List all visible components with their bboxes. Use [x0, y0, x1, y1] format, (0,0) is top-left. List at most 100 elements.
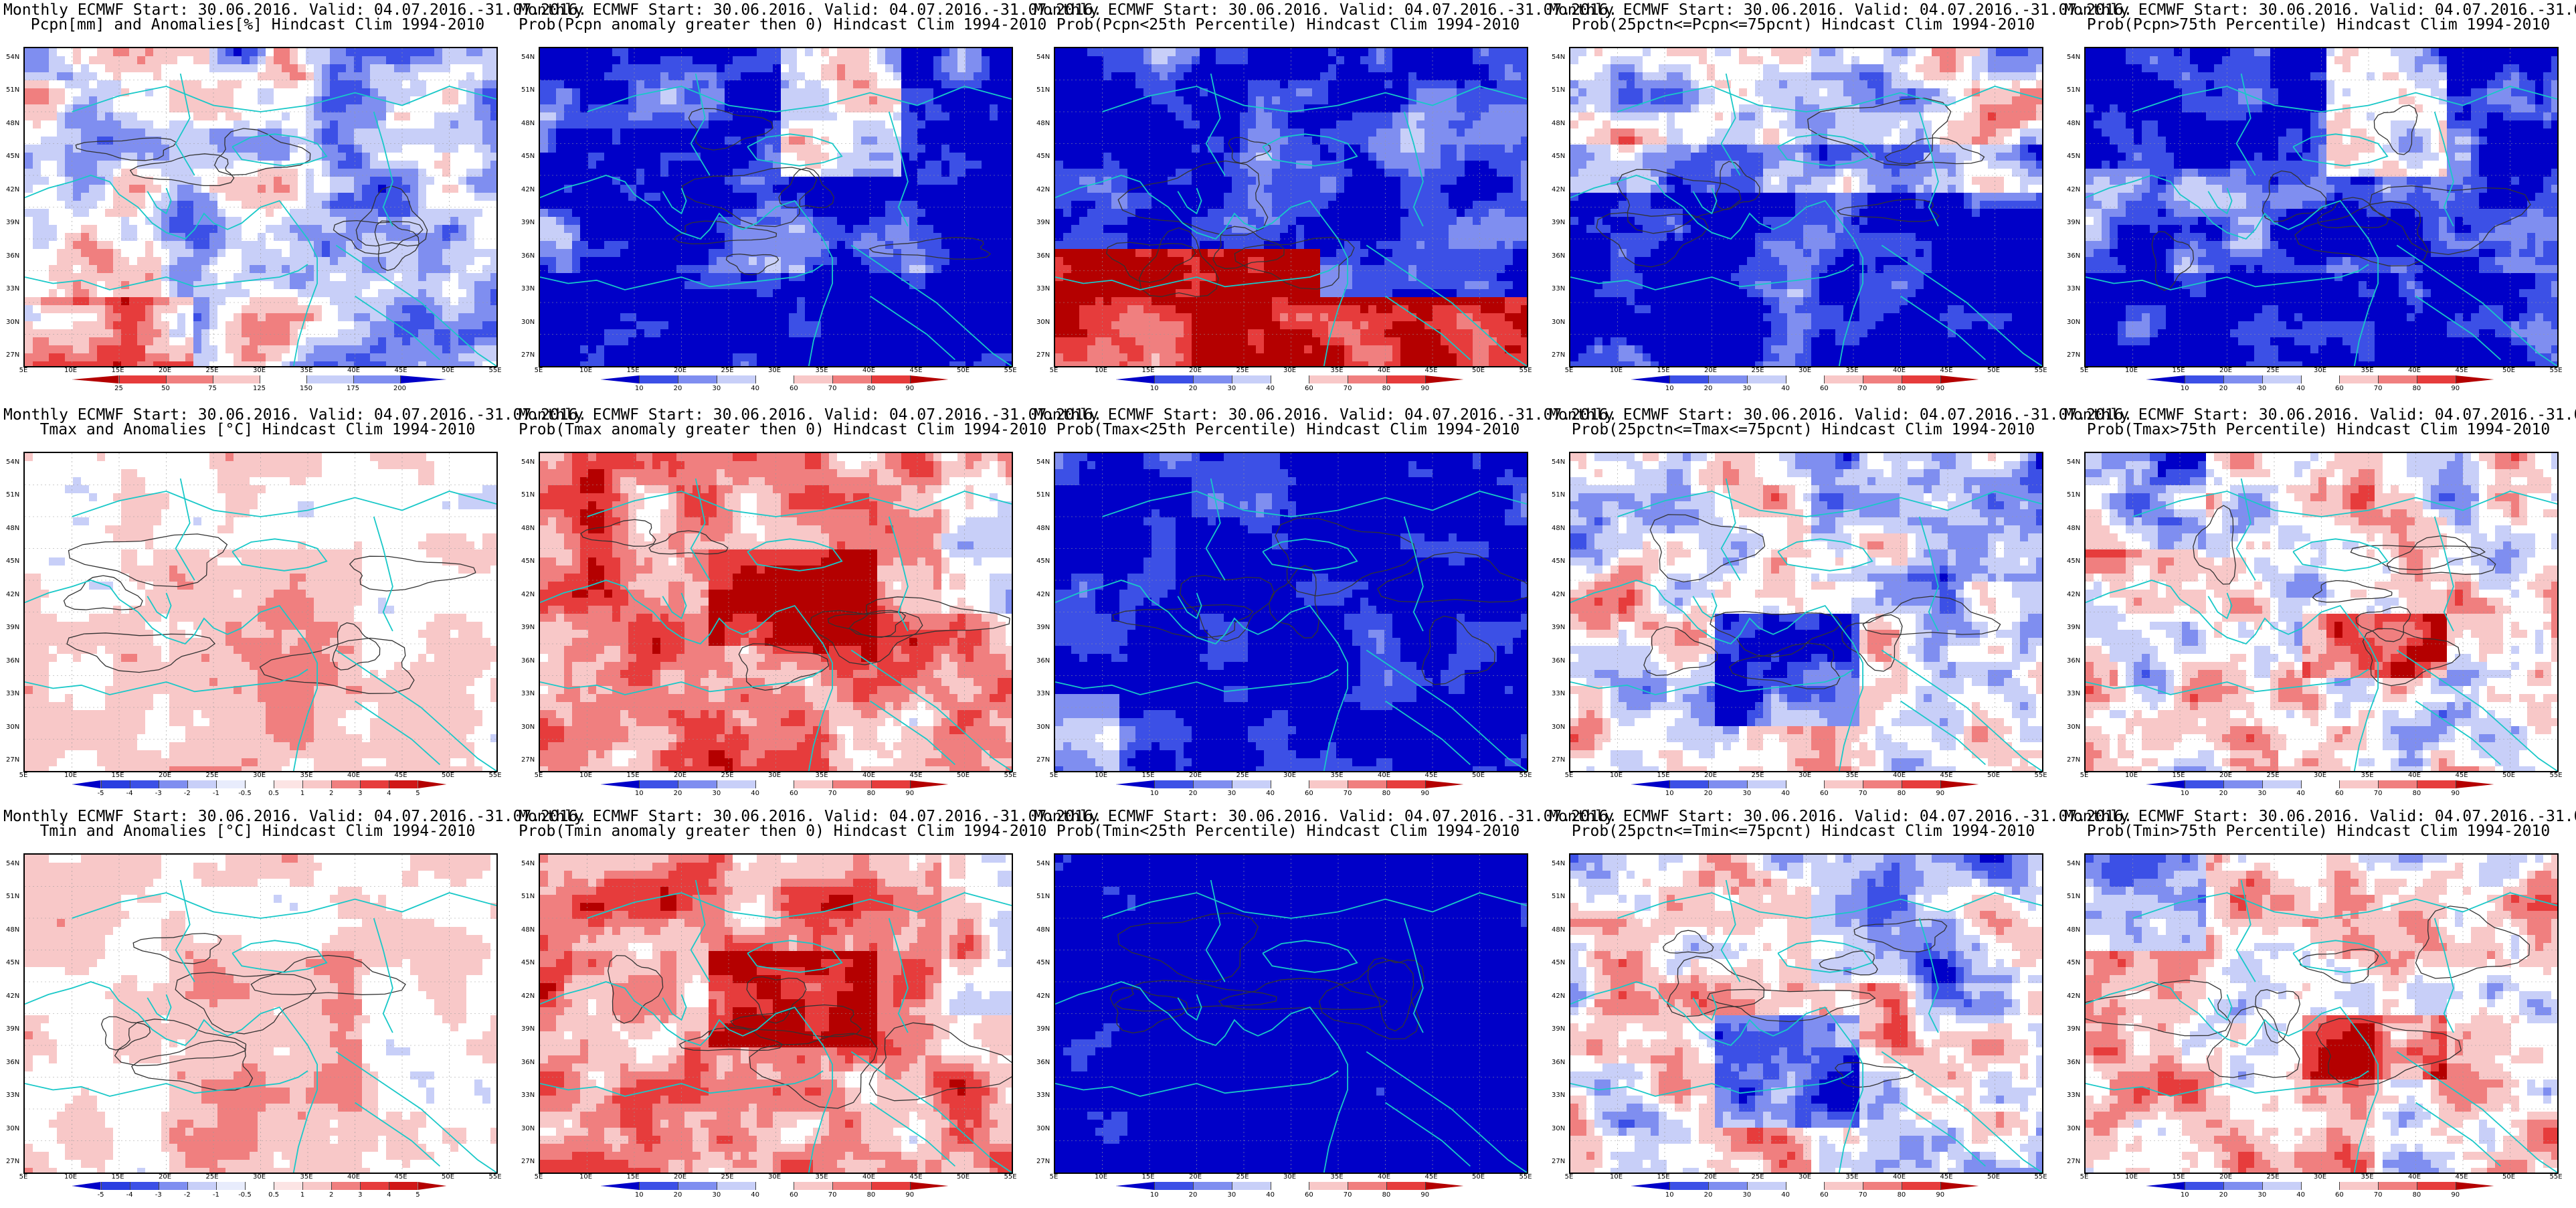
field-cell	[925, 169, 934, 177]
field-cell	[161, 233, 170, 242]
field-cell	[628, 361, 637, 366]
colorbar-label: 75	[208, 385, 217, 392]
field-cell	[362, 104, 371, 113]
field-cell	[57, 313, 66, 322]
field-cell	[982, 361, 990, 366]
field-cell	[540, 313, 549, 322]
field-cell	[290, 120, 298, 129]
field-cell	[620, 337, 629, 346]
field-cell	[81, 361, 90, 366]
field-cell	[612, 209, 621, 218]
field-cell	[482, 305, 491, 314]
field-cell	[314, 169, 323, 177]
field-cell	[234, 161, 242, 169]
field-cell	[73, 233, 82, 242]
field-cell	[974, 185, 982, 193]
field-cell	[410, 225, 419, 234]
field-cell	[917, 120, 926, 129]
field-cell	[474, 185, 483, 193]
field-cell	[693, 241, 701, 250]
field-cell	[314, 313, 323, 322]
field-cell	[684, 321, 693, 330]
field-cell	[242, 321, 250, 330]
field-cell	[797, 80, 806, 89]
field-cell	[322, 233, 331, 242]
field-cell	[290, 201, 298, 209]
field-cell	[338, 201, 347, 209]
field-cell	[33, 361, 41, 366]
field-cell	[153, 353, 162, 362]
field-cell	[765, 72, 773, 81]
field-cell	[652, 257, 661, 266]
field-cell	[129, 161, 138, 169]
field-cell	[306, 193, 314, 201]
field-cell	[701, 209, 709, 218]
field-cell	[869, 281, 878, 290]
field-cell	[909, 64, 918, 73]
field-cell	[588, 120, 597, 129]
field-cell	[909, 88, 918, 97]
field-cell	[298, 56, 306, 65]
field-cell	[709, 329, 717, 338]
field-cell	[394, 88, 403, 97]
field-cell	[1216, 56, 1224, 65]
field-cell	[1006, 161, 1012, 169]
field-cell	[410, 48, 419, 57]
field-cell	[925, 273, 934, 282]
colorbar-label: 20	[674, 385, 682, 392]
field-cell	[330, 313, 339, 322]
map-field	[1055, 48, 1527, 366]
field-cell	[217, 201, 226, 209]
field-cell	[572, 305, 581, 314]
field-cell	[733, 96, 741, 105]
field-cell	[548, 177, 557, 185]
field-cell	[482, 273, 491, 282]
field-cell	[548, 80, 557, 89]
field-cell	[837, 201, 846, 209]
field-cell	[354, 321, 363, 330]
field-cell	[33, 128, 41, 137]
field-cell	[314, 297, 323, 306]
field-cell	[217, 281, 226, 290]
field-cell	[990, 56, 998, 65]
field-cell	[556, 193, 565, 201]
field-cell	[572, 233, 581, 242]
field-cell	[81, 153, 90, 161]
field-cell	[660, 321, 669, 330]
field-cell	[426, 80, 435, 89]
field-cell	[474, 56, 483, 65]
field-cell	[290, 112, 298, 121]
field-cell	[169, 161, 178, 169]
field-cell	[298, 120, 306, 129]
field-cell	[925, 241, 934, 250]
field-cell	[741, 353, 749, 362]
field-cell	[749, 185, 757, 193]
field-cell	[837, 337, 846, 346]
field-cell	[193, 185, 202, 193]
field-cell	[781, 289, 790, 298]
field-cell	[354, 273, 363, 282]
field-cell	[266, 353, 274, 362]
field-cell	[693, 321, 701, 330]
field-cell	[845, 169, 854, 177]
field-cell	[701, 329, 709, 338]
field-cell	[797, 321, 806, 330]
field-cell	[644, 225, 653, 234]
field-cell	[354, 177, 363, 185]
field-cell	[282, 96, 290, 105]
field-cell	[97, 345, 106, 354]
field-cell	[225, 80, 234, 89]
field-cell	[757, 145, 765, 153]
colorbar-label: 125	[253, 385, 266, 392]
field-cell	[749, 337, 757, 346]
field-cell	[789, 257, 798, 266]
field-cell	[258, 257, 266, 266]
field-cell	[105, 265, 114, 274]
field-cell	[620, 297, 629, 306]
field-cell	[709, 321, 717, 330]
field-cell	[925, 112, 934, 121]
field-cell	[781, 56, 790, 65]
field-cell	[717, 361, 725, 366]
field-cell	[821, 64, 830, 73]
field-cell	[805, 64, 814, 73]
